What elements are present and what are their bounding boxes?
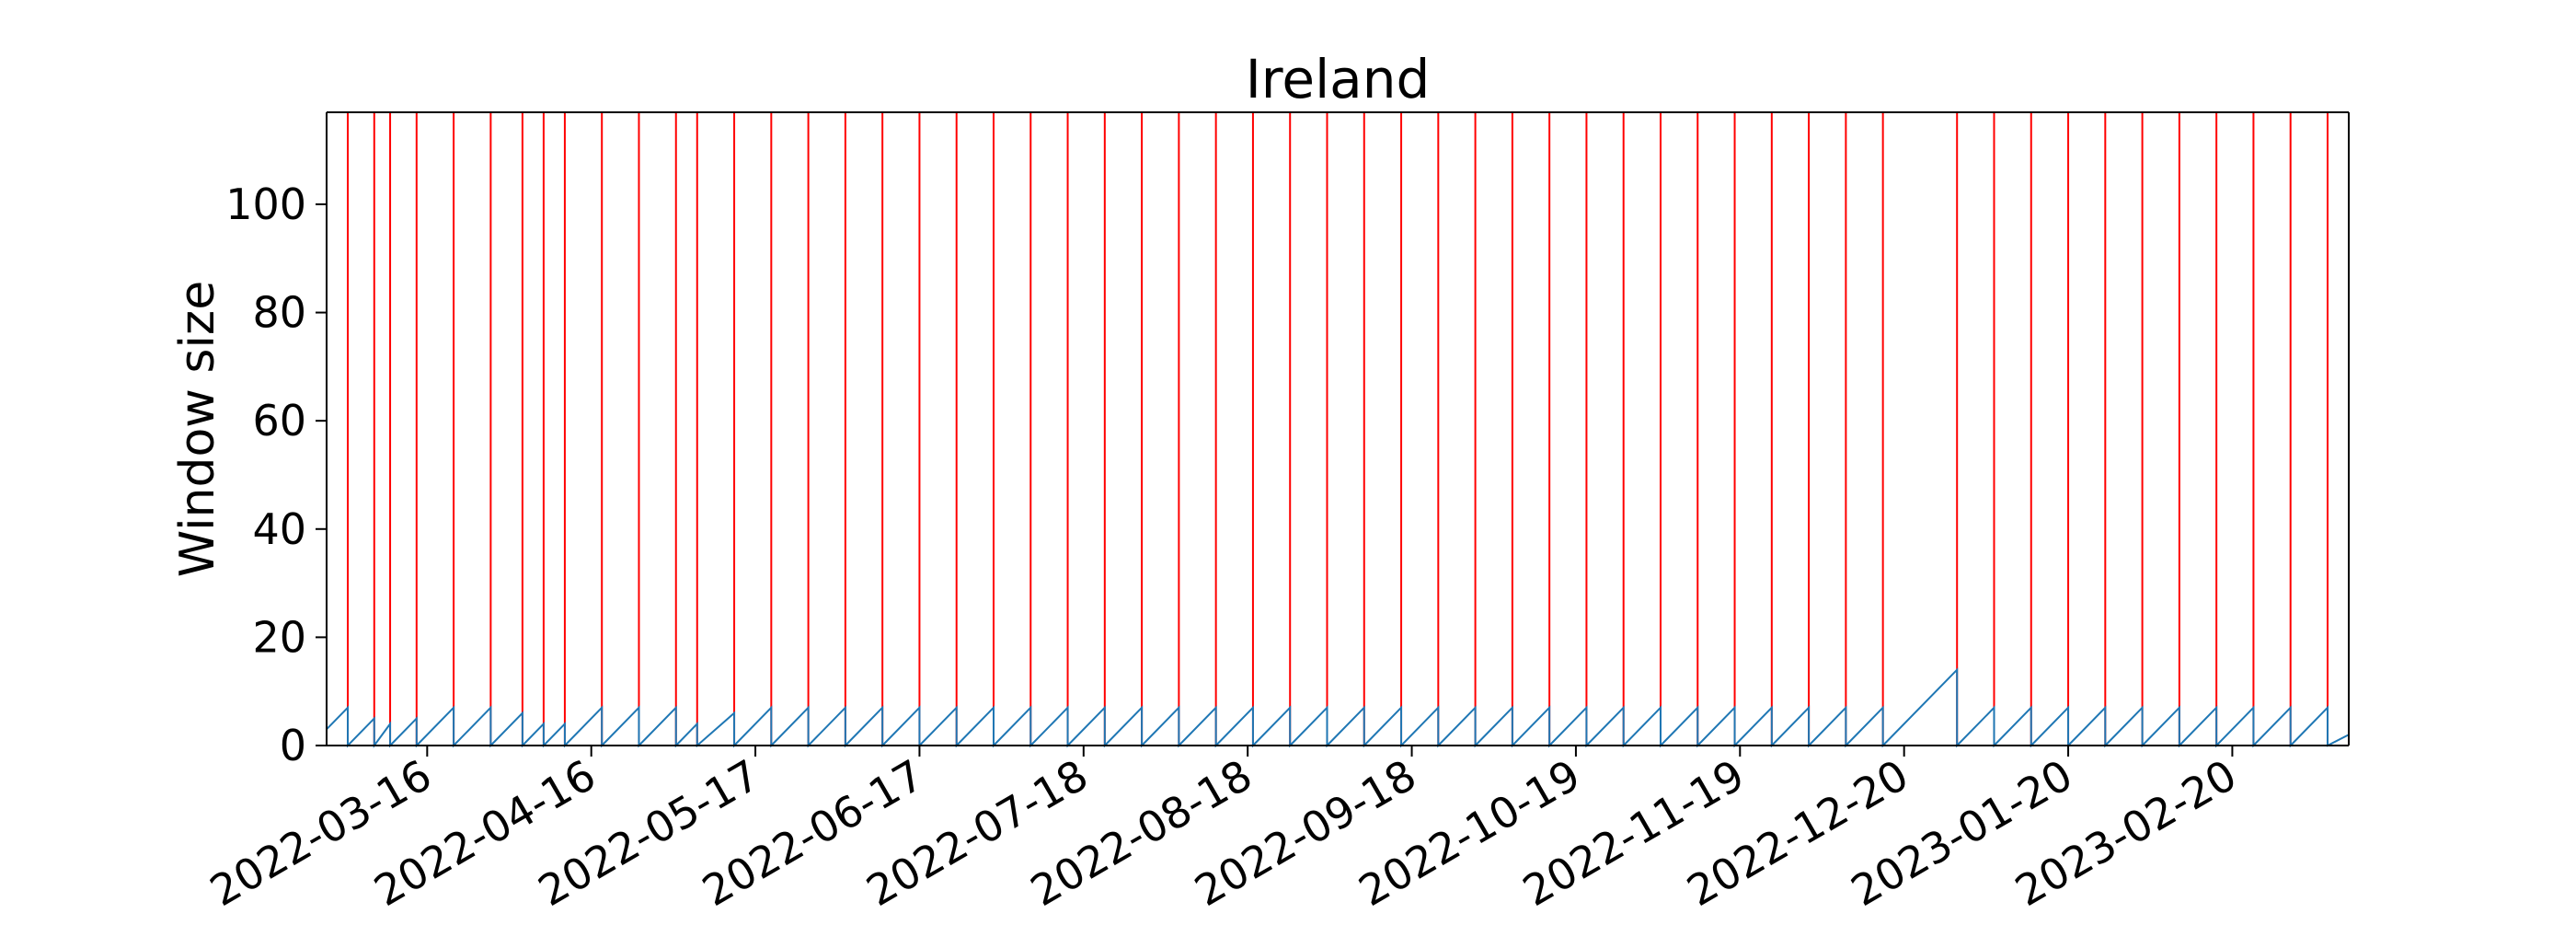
y-tick-label: 80	[252, 288, 306, 338]
chart-title: Ireland	[1246, 48, 1431, 110]
y-axis-label: Window size	[170, 281, 225, 577]
y-tick-label: 0	[280, 721, 306, 770]
y-tick-label: 40	[252, 504, 306, 554]
y-tick-label: 20	[252, 612, 306, 662]
axis-ticks: 0204060801002022-03-162022-04-162022-05-…	[201, 179, 2245, 916]
y-tick-label: 100	[225, 179, 306, 229]
y-tick-label: 60	[252, 396, 306, 445]
series-line	[326, 667, 2350, 749]
plot-area	[326, 111, 2350, 749]
